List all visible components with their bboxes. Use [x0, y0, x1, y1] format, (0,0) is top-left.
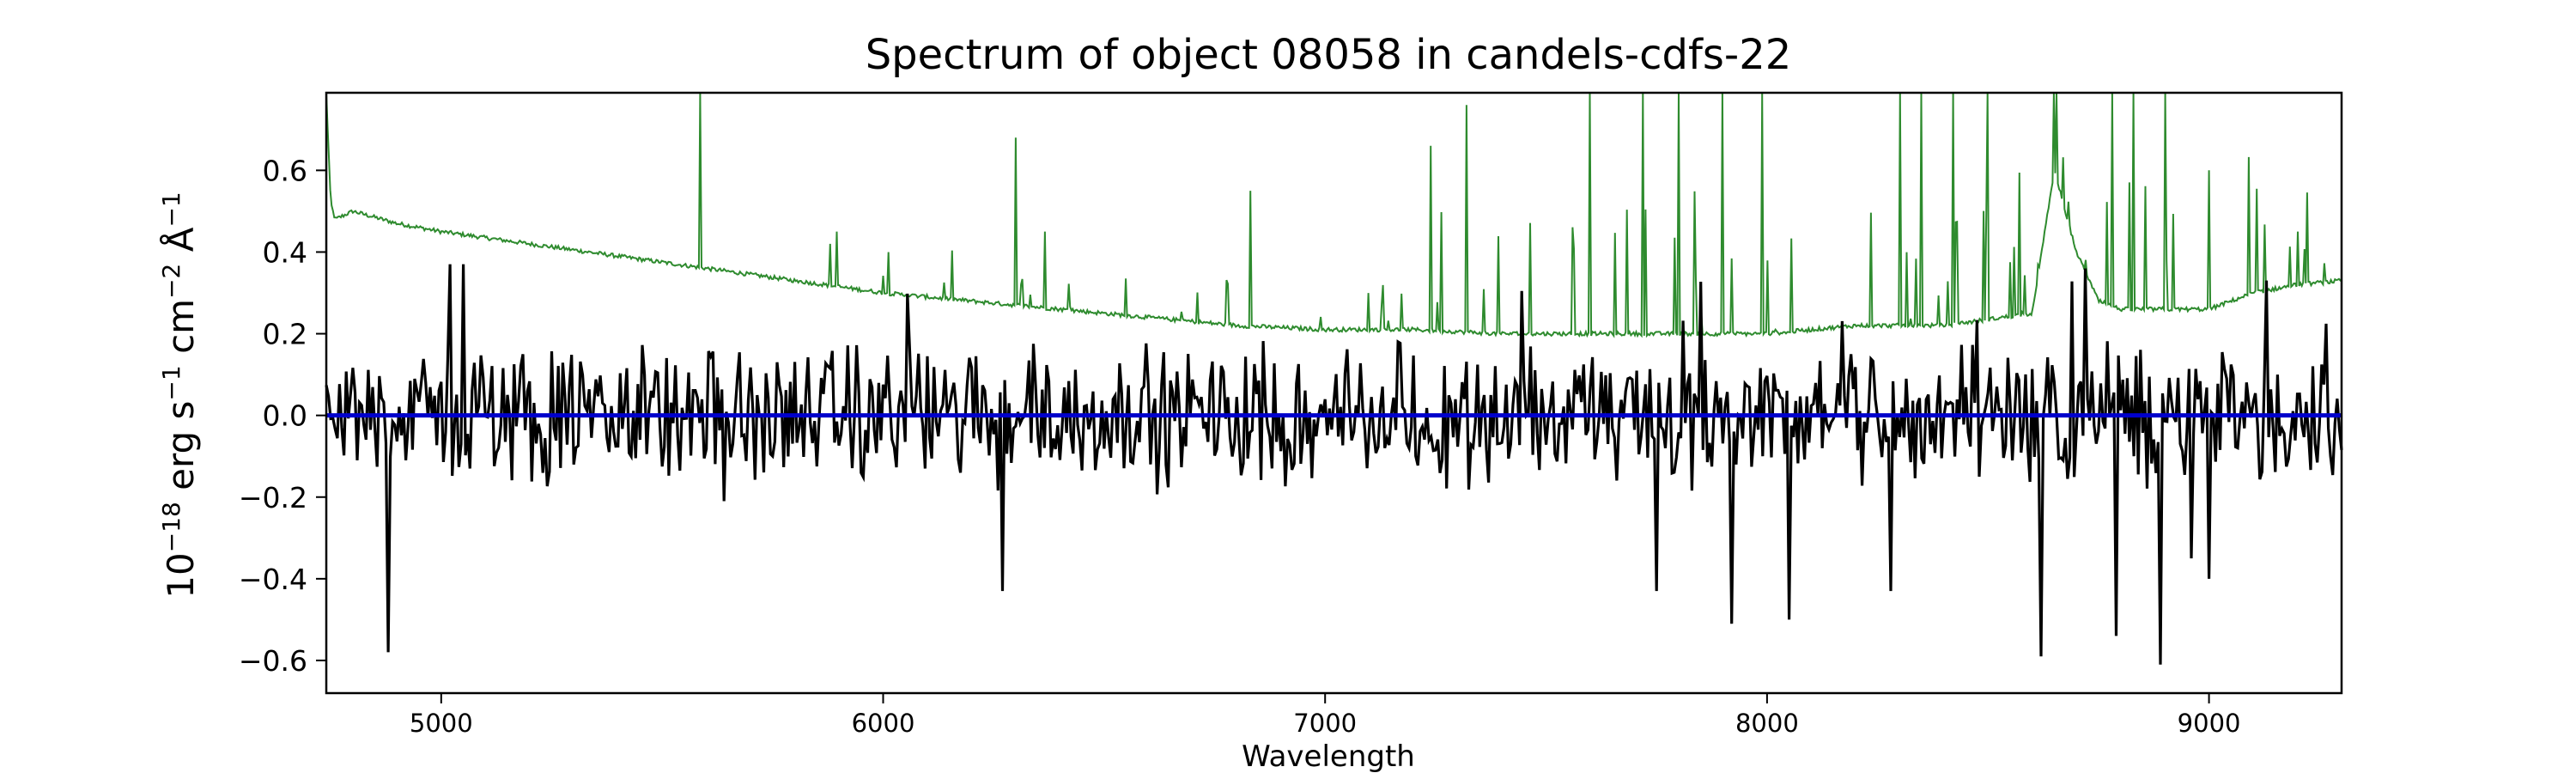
y-label-exponent: −2	[157, 264, 185, 299]
error-spectrum-line	[325, 92, 2342, 338]
x-axis: 5000 6000 7000 8000 9000	[410, 693, 2241, 738]
chart-title: Spectrum of object 08058 in candels-cdfs…	[866, 31, 1792, 79]
x-tick-label: 8000	[1735, 709, 1799, 738]
x-tick-label: 5000	[410, 709, 473, 738]
y-tick-label: −0.2	[239, 481, 307, 514]
y-label-exponent: −18	[157, 502, 185, 552]
y-label-exponent: −1	[157, 365, 185, 400]
flux-spectrum-line	[325, 264, 2343, 665]
y-tick-label: −0.4	[239, 563, 307, 596]
y-label-text: erg s	[160, 401, 202, 502]
y-tick-label: 0.6	[263, 154, 307, 187]
y-axis-label: 10−18 erg s−1 cm−2 Å−1	[157, 192, 203, 598]
y-axis: −0.6 −0.4 −0.2 0.0 0.2 0.4 0.6	[239, 154, 326, 678]
y-tick-label: −0.6	[239, 644, 307, 678]
plot-frame	[325, 91, 2343, 695]
y-label-text: 10	[160, 552, 202, 598]
x-tick-label: 7000	[1293, 709, 1357, 738]
y-tick-label: 0.4	[263, 235, 307, 269]
x-axis-label: Wavelength	[1242, 740, 1415, 773]
x-tick-label: 9000	[2178, 709, 2241, 738]
y-label-text: cm	[160, 299, 202, 365]
y-label-exponent: −1	[157, 192, 185, 227]
y-tick-label: 0.2	[263, 318, 307, 351]
plot-area	[325, 92, 2343, 665]
x-tick-label: 6000	[852, 709, 915, 738]
y-label-text: Å	[159, 227, 202, 263]
y-tick-label: 0.0	[263, 399, 307, 433]
